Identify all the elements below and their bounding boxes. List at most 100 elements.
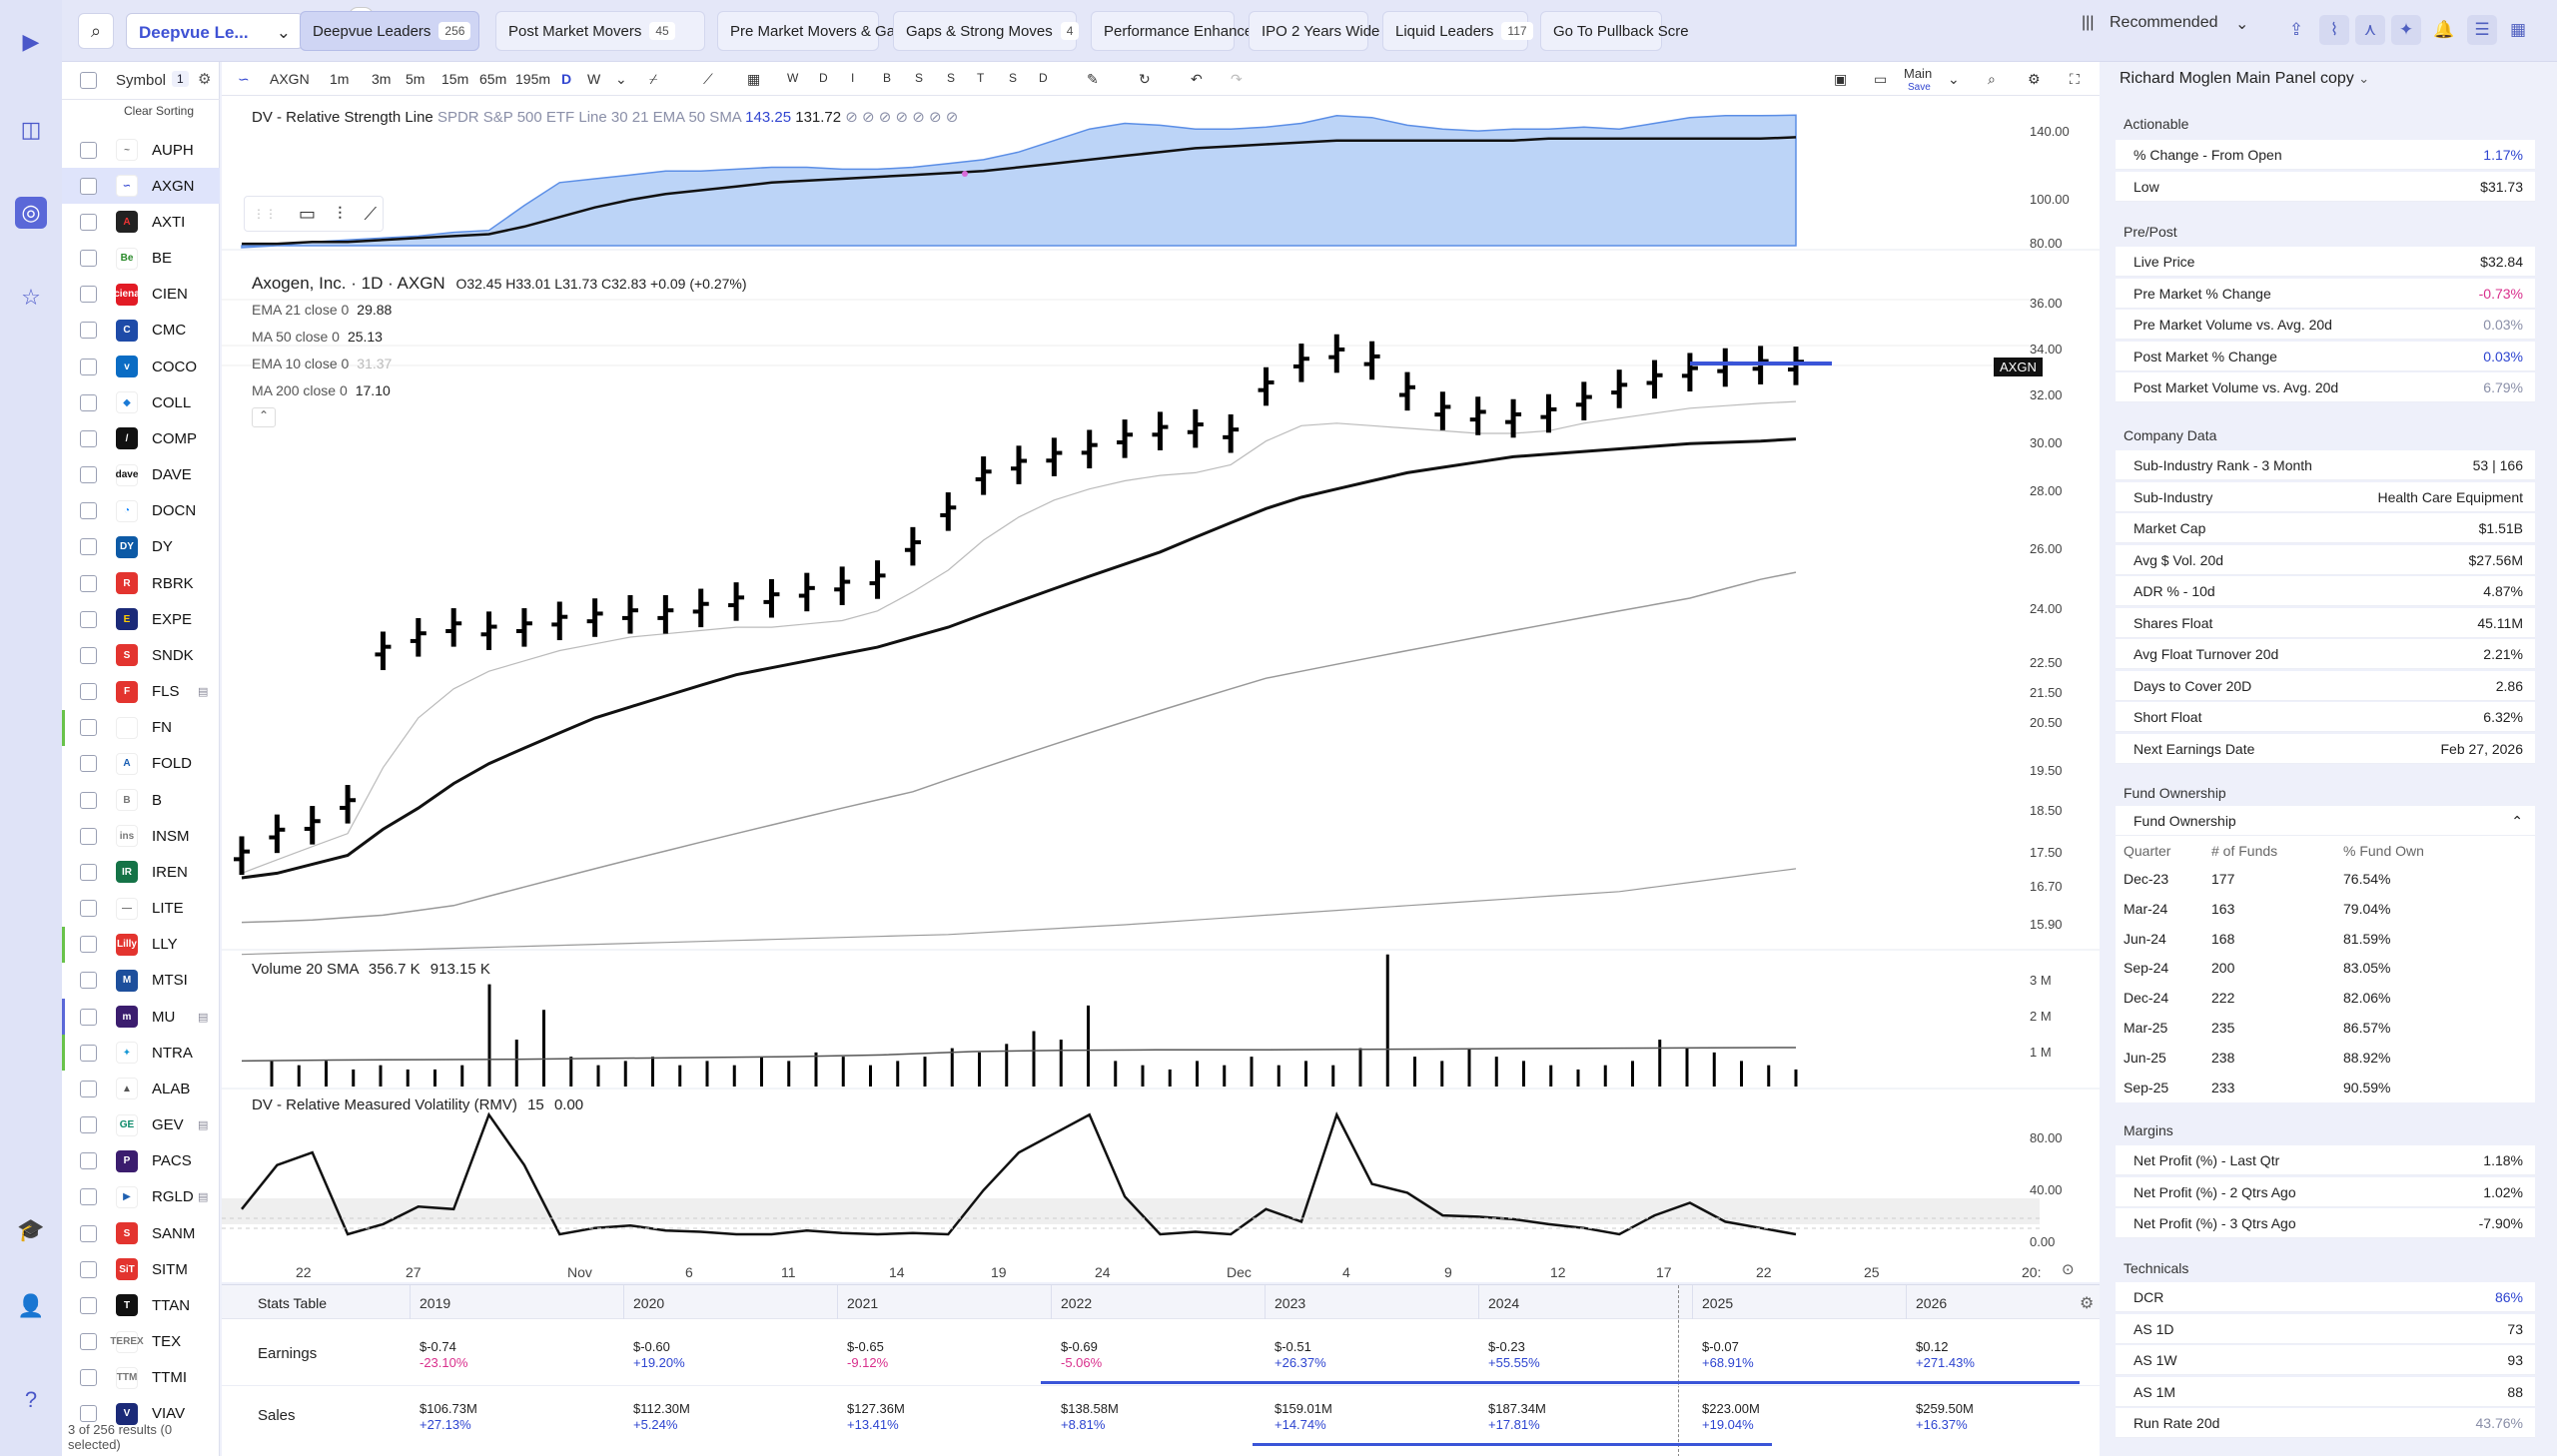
list-view-icon[interactable]: ☰ [2467, 15, 2497, 45]
symbol-row[interactable]: TTM TTMI [62, 1360, 220, 1396]
layout-letter-button[interactable]: I [851, 71, 855, 85]
symbol-row[interactable]: T TTAN [62, 1287, 220, 1323]
symbol-row[interactable]: TEREX TEX [62, 1324, 220, 1360]
fullscreen-icon[interactable]: ⛶ [2070, 71, 2080, 87]
chevron-down-icon[interactable]: ⌄ [1948, 71, 1960, 87]
row-checkbox[interactable] [80, 755, 97, 773]
row-checkbox[interactable] [80, 250, 97, 267]
screener-tab[interactable]: Go To Pullback Scre [1540, 11, 1689, 51]
symbol-row[interactable]: Be BE [62, 241, 220, 277]
screener-tab[interactable]: Gaps & Strong Moves 4 [893, 11, 1080, 51]
undo-icon[interactable]: ↶ [1191, 71, 1203, 87]
interval-button[interactable]: 5m [406, 71, 426, 87]
chart-settings-gear-icon[interactable]: ⚙ [2028, 71, 2041, 87]
symbol-row[interactable]: ◔ DOCN [62, 493, 220, 529]
row-checkbox[interactable] [80, 322, 97, 340]
row-checkbox[interactable] [80, 719, 97, 737]
grid-view-icon[interactable]: ▦ [2509, 20, 2527, 39]
symbol-row[interactable]: SiT SITM [62, 1251, 220, 1287]
symbol-row[interactable]: dave DAVE [62, 457, 220, 493]
symbol-row[interactable]: A FOLD [62, 746, 220, 782]
row-checkbox[interactable] [80, 1369, 97, 1387]
sort-select[interactable]: Recommended [2110, 14, 2218, 31]
chart-icon[interactable]: ⌇ [2319, 15, 2349, 45]
screener-tab[interactable]: IPO 2 Years Wide110 [1249, 11, 1419, 51]
row-checkbox[interactable] [80, 683, 97, 701]
fund-ownership-dropdown[interactable]: Fund Ownership ⌃ [2116, 806, 2535, 836]
row-checkbox[interactable] [80, 1296, 97, 1314]
collapse-legend-button[interactable]: ⌃ [252, 407, 276, 427]
row-checkbox[interactable] [80, 972, 97, 990]
symbol-row[interactable]: C CMC [62, 313, 220, 349]
interval-button[interactable]: W [587, 71, 601, 87]
watchlist-star-icon[interactable]: ☆ [21, 285, 41, 310]
symbol-row[interactable]: IR IREN [62, 854, 220, 890]
symbol-row[interactable]: DY DY [62, 529, 220, 565]
row-checkbox[interactable] [80, 358, 97, 375]
layout-letter-button[interactable]: S [1009, 71, 1018, 85]
symbol-row[interactable]: R RBRK [62, 565, 220, 601]
layout-name[interactable]: Main [1904, 66, 1933, 81]
row-checkbox[interactable] [80, 286, 97, 304]
row-checkbox[interactable] [80, 827, 97, 845]
row-checkbox[interactable] [80, 393, 97, 411]
panel-title-select[interactable]: Richard Moglen Main Panel copy ⌄ [2120, 70, 2369, 88]
account-icon[interactable]: 👤 [17, 1293, 45, 1318]
row-checkbox[interactable] [80, 538, 97, 556]
time-settings-icon[interactable]: ⊙ [2062, 1261, 2075, 1278]
symbol-row[interactable]: ✦ NTRA [62, 1035, 220, 1072]
symbol-row[interactable]: S SNDK [62, 637, 220, 673]
symbol-row[interactable]: FN [62, 709, 220, 746]
help-icon[interactable]: ? [24, 1387, 38, 1412]
row-checkbox[interactable] [80, 936, 97, 954]
symbol-row[interactable]: — LITE [62, 891, 220, 927]
folder-icon[interactable]: ▭ [1874, 71, 1888, 87]
indicators-icon[interactable]: ⌿ [649, 71, 658, 87]
row-checkbox[interactable] [80, 646, 97, 664]
symbol-row[interactable]: M MTSI [62, 963, 220, 999]
layout-letter-button[interactable]: T [977, 71, 985, 85]
templates-icon[interactable]: ▦ [747, 71, 761, 87]
chart-type-icon[interactable]: ⋏ [2355, 15, 2385, 45]
chart-area[interactable]: DV - Relative Strength Line SPDR S&P 500… [222, 96, 2100, 1282]
row-checkbox[interactable] [80, 863, 97, 881]
layout-save-link[interactable]: Save [1908, 82, 1931, 93]
symbol-row[interactable]: ▶ RGLD ▤ [62, 1179, 220, 1215]
clear-sorting-link[interactable]: Clear Sorting [124, 104, 195, 118]
row-checkbox[interactable] [80, 1224, 97, 1242]
symbol-row[interactable]: GE GEV ▤ [62, 1107, 220, 1143]
symbol-row[interactable]: P PACS [62, 1143, 220, 1179]
screener-select[interactable]: Deepvue Le... ⌄ [126, 13, 304, 49]
screener-tab[interactable]: Pre Market Movers & Gap Ups131 [717, 11, 975, 51]
share-icon[interactable]: ⇪ [2288, 20, 2304, 39]
symbol-row[interactable]: E EXPE [62, 601, 220, 637]
layout-letter-button[interactable]: S [947, 71, 956, 85]
app-logo-icon[interactable]: ▶ [22, 29, 40, 54]
highlight-icon[interactable]: ✦ [2391, 15, 2421, 45]
comment-icon[interactable]: ▭ [299, 203, 317, 224]
row-checkbox[interactable] [80, 1044, 97, 1062]
symbol-row[interactable]: S SANM [62, 1215, 220, 1251]
row-checkbox[interactable] [80, 1116, 97, 1134]
row-checkbox[interactable] [80, 213, 97, 231]
row-checkbox[interactable] [80, 177, 97, 195]
screener-tab[interactable]: Deepvue Leaders 256 [300, 11, 479, 51]
symbol-row[interactable]: ▲ ALAB [62, 1071, 220, 1106]
row-checkbox[interactable] [80, 1188, 97, 1206]
compare-icon[interactable]: ⟋ [703, 71, 713, 87]
symbol-row[interactable]: v COCO [62, 349, 220, 384]
symbol-row[interactable]: ◆ COLL [62, 384, 220, 420]
chart-symbol[interactable]: AXGN [270, 71, 310, 87]
row-checkbox[interactable] [80, 429, 97, 447]
row-checkbox[interactable] [80, 466, 97, 484]
symbol-row[interactable]: F FLS ▤ [62, 674, 220, 710]
symbol-row[interactable]: A AXTI [62, 204, 220, 240]
layout-letter-button[interactable]: D [819, 71, 828, 85]
screener-tab[interactable]: Liquid Leaders 117 [1382, 11, 1533, 51]
settings-gear-icon[interactable]: ⚙ [198, 71, 212, 88]
refresh-icon[interactable]: ↻ [1139, 71, 1151, 87]
interval-button[interactable]: D [561, 71, 572, 87]
scanner-icon[interactable]: ◎ [15, 197, 47, 229]
row-checkbox[interactable] [80, 1260, 97, 1278]
interval-button[interactable]: 65m [479, 71, 507, 87]
